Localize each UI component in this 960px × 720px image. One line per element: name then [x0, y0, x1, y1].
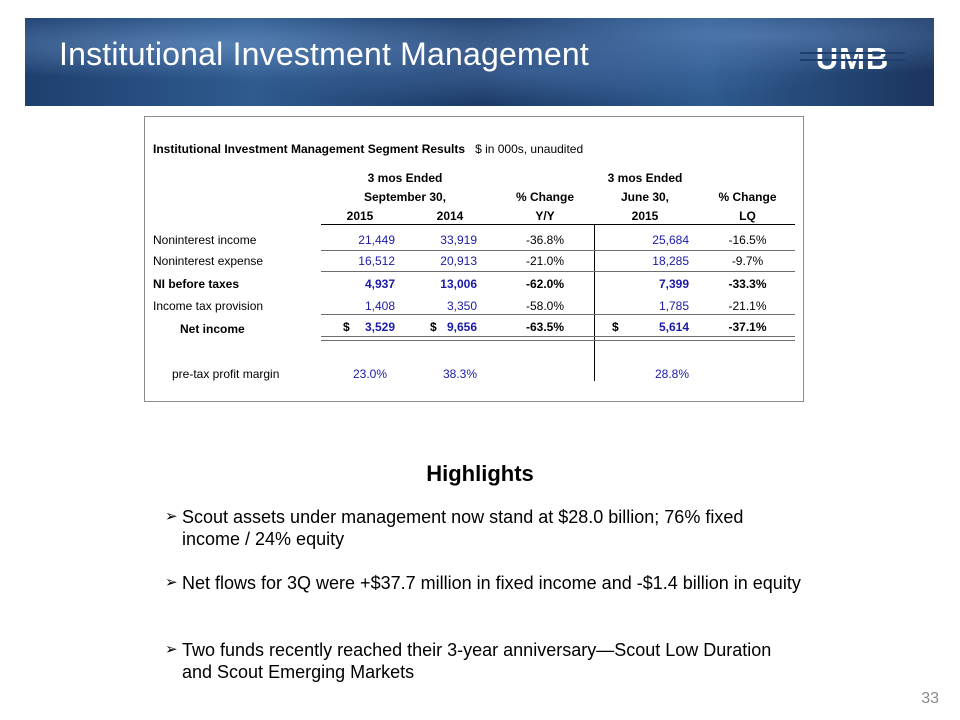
cell-yy: -21.0% [525, 254, 565, 268]
highlight-text: Two funds recently reached their 3-year … [182, 640, 772, 682]
cell-sep2015: 23.0% [352, 367, 387, 381]
header-september: September 30, [363, 190, 447, 204]
cell-sep2015: 1,408 [364, 299, 395, 313]
header-banner: Institutional Investment Management UMB [25, 18, 934, 106]
cell-jun2015: 7,399 [658, 277, 689, 291]
cell-jun2015: 25,684 [652, 233, 689, 247]
cell-sep2014: 13,006 [440, 277, 477, 291]
cell-jun2015: 18,285 [652, 254, 689, 268]
cell-yy: -63.5% [525, 320, 565, 334]
header-rule [321, 224, 795, 225]
highlights-title: Highlights [426, 461, 534, 486]
cell-lq: -16.5% [728, 233, 767, 247]
dollar-sign: $ [430, 320, 437, 334]
cell-sep2015: 3,529 [364, 320, 395, 334]
cell-sep2014: 38.3% [442, 367, 477, 381]
table-title-line: Institutional Investment Management Segm… [153, 142, 583, 156]
row-rule [321, 271, 795, 272]
header-pct-lq: % Change [718, 190, 777, 204]
umb-logo: UMB [815, 41, 890, 76]
dollar-sign: $ [343, 320, 350, 334]
header-yy: Y/Y [535, 209, 555, 223]
cell-sep2014: 9,656 [446, 320, 477, 334]
row-label: Income tax provision [153, 299, 264, 313]
highlight-text: Net flows for 3Q were +$37.7 million in … [182, 573, 801, 593]
row-label: Noninterest expense [153, 254, 264, 268]
cell-lq: -21.1% [728, 299, 767, 313]
cell-sep2014: 20,913 [440, 254, 477, 268]
cell-sep2015: 4,937 [364, 277, 395, 291]
highlight-item: ➢ Scout assets under management now stan… [165, 506, 805, 550]
cell-sep2015: 16,512 [358, 254, 395, 268]
dollar-sign: $ [612, 320, 619, 334]
header-june: June 30, [620, 190, 670, 204]
table-title: Institutional Investment Management Segm… [153, 142, 466, 156]
header-lq: LQ [739, 209, 756, 223]
row-rule [321, 314, 795, 315]
header-col-2014: 2014 [436, 209, 464, 223]
logo-stripe [800, 59, 905, 61]
cell-lq: -37.1% [728, 320, 767, 334]
cell-sep2014: 3,350 [446, 299, 477, 313]
row-rule [321, 250, 795, 251]
page-number: 33 [921, 690, 939, 707]
row-label: Net income [180, 322, 245, 336]
cell-jun2015: 28.8% [654, 367, 689, 381]
table-subtitle: $ in 000s, unaudited [475, 142, 584, 156]
cell-jun2015: 5,614 [658, 320, 689, 334]
highlight-text: Scout assets under management now stand … [182, 507, 744, 549]
row-label: Noninterest income [153, 233, 257, 247]
row-label: pre-tax profit margin [172, 367, 280, 381]
column-divider [594, 225, 595, 381]
highlight-item: ➢ Two funds recently reached their 3-yea… [165, 639, 805, 683]
cell-sep2014: 33,919 [440, 233, 477, 247]
cell-lq: -33.3% [728, 277, 767, 291]
logo-stripe [800, 52, 905, 54]
header-col-2015: 2015 [346, 209, 374, 223]
bullet-arrow-icon: ➢ [165, 508, 178, 525]
cell-lq: -9.7% [731, 254, 764, 268]
cell-yy: -62.0% [525, 277, 565, 291]
cell-yy: -58.0% [525, 299, 565, 313]
bullet-arrow-icon: ➢ [165, 641, 178, 658]
row-label: NI before taxes [153, 277, 240, 291]
segment-results-table: Institutional Investment Management Segm… [144, 116, 804, 402]
slide-title: Institutional Investment Management [59, 36, 589, 72]
cell-yy: -36.8% [525, 233, 565, 247]
bullet-arrow-icon: ➢ [165, 574, 178, 591]
total-double-rule [321, 336, 795, 341]
highlight-item: ➢ Net flows for 3Q were +$37.7 million i… [165, 572, 805, 594]
header-3mos-sep: 3 mos Ended [367, 171, 443, 185]
header-3mos-jun: 3 mos Ended [607, 171, 683, 185]
cell-sep2015: 21,449 [358, 233, 395, 247]
header-col-jun-2015: 2015 [631, 209, 659, 223]
cell-jun2015: 1,785 [658, 299, 689, 313]
header-pct-yy: % Change [515, 190, 574, 204]
